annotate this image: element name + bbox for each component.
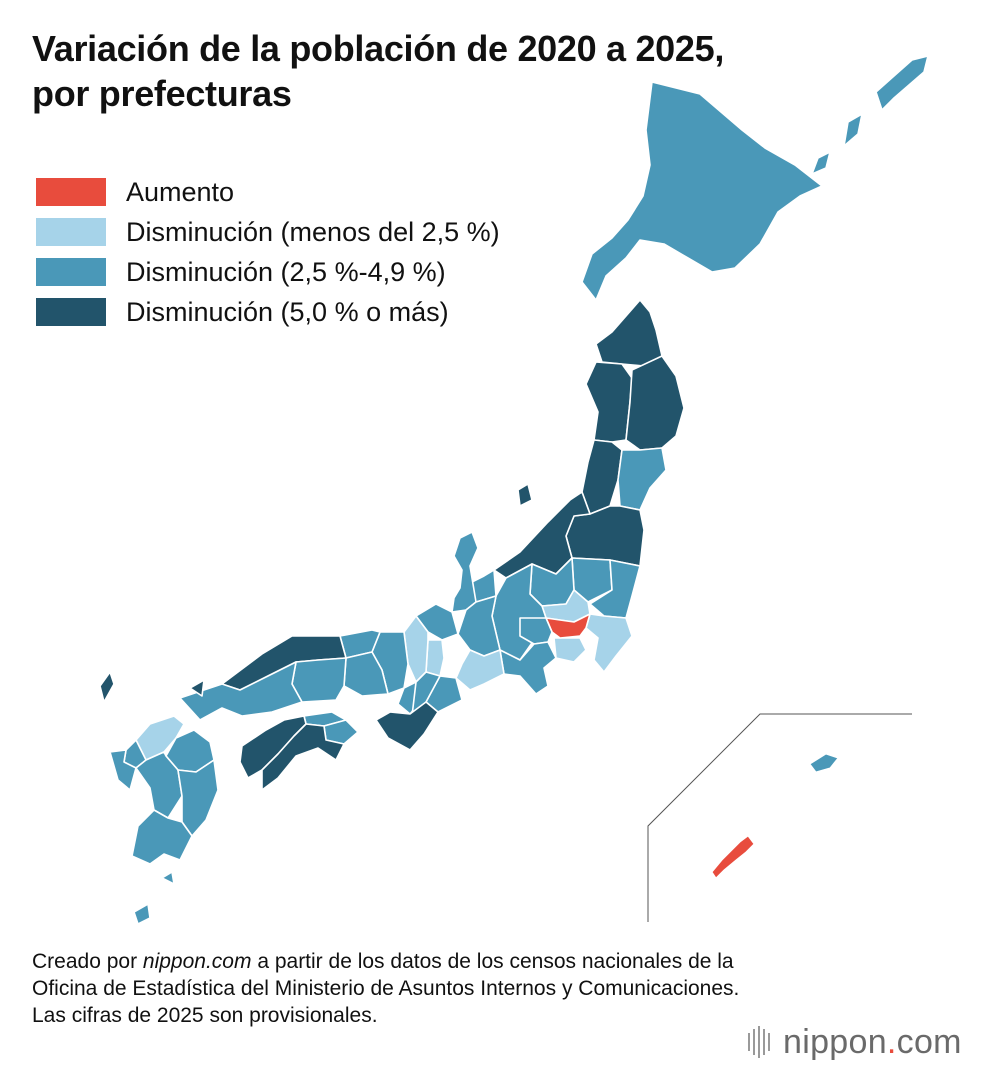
region-iwate	[625, 355, 685, 451]
region-tsushima	[99, 671, 115, 703]
legend-item-decrease-light: Disminución (menos del 2,5 %)	[36, 212, 500, 252]
region-tokyo	[545, 613, 591, 639]
legend-item-increase: Aumento	[36, 172, 500, 212]
region-oki-islands	[189, 679, 205, 697]
region-sado-island	[517, 483, 533, 507]
region-wakayama	[375, 701, 439, 751]
region-chiba	[585, 613, 633, 673]
legend-label-decrease-light: Disminución (menos del 2,5 %)	[126, 216, 500, 247]
legend-swatch-decrease-light	[36, 218, 106, 246]
nippon-logo: nippon.com	[748, 1020, 962, 1064]
logo-wordmark: nippon.com	[783, 1023, 962, 1062]
source-rest: a partir de los datos de los censos naci…	[32, 950, 740, 1027]
region-akita	[585, 361, 633, 443]
region-amami-islands	[809, 753, 839, 773]
region-kanagawa	[553, 637, 587, 663]
legend-label-decrease-mid: Disminución (2,5 %-4,9 %)	[126, 256, 446, 287]
region-aomori	[595, 299, 663, 367]
region-hiroshima	[291, 657, 347, 703]
region-kuril-islands	[811, 55, 929, 175]
region-ishikawa	[451, 531, 479, 613]
map-legend: Aumento Disminución (menos del 2,5 %) Di…	[36, 172, 500, 332]
map-title-line-2: por prefecturas	[32, 73, 292, 114]
region-yamaguchi	[179, 661, 303, 721]
source-prefix: Creado por	[32, 950, 143, 973]
region-kyoto	[403, 615, 429, 683]
region-shiga	[425, 639, 445, 677]
region-aichi	[455, 649, 505, 691]
region-miyagi	[617, 447, 667, 511]
region-kagoshima	[131, 809, 193, 865]
map-title-line-1: Variación de la población de 2020 a 2025…	[32, 28, 725, 69]
legend-swatch-decrease-dark	[36, 298, 106, 326]
region-shizuoka	[499, 641, 557, 695]
logo-tld: com	[896, 1022, 962, 1061]
legend-swatch-decrease-mid	[36, 258, 106, 286]
logo-dot: .	[886, 1022, 897, 1061]
map-title: Variación de la población de 2020 a 2025…	[32, 26, 852, 116]
legend-item-decrease-dark: Disminución (5,0 % o más)	[36, 292, 500, 332]
logo-barcode-icon	[748, 1026, 773, 1058]
legend-swatch-increase	[36, 178, 106, 206]
okinawa-inset	[647, 713, 912, 922]
legend-label-decrease-dark: Disminución (5,0 % o más)	[126, 296, 449, 327]
region-yamagata	[581, 439, 623, 515]
source-note: Creado por nippon.com a partir de los da…	[32, 948, 772, 1029]
region-hokkaido	[581, 81, 823, 301]
logo-name: nippon	[783, 1022, 887, 1061]
legend-item-decrease-mid: Disminución (2,5 %-4,9 %)	[36, 252, 500, 292]
legend-label-increase: Aumento	[126, 176, 235, 207]
region-kochi	[261, 723, 345, 791]
inset-border	[647, 713, 912, 922]
region-southern-islands	[133, 871, 175, 925]
region-okinawa	[711, 835, 755, 879]
source-site: nippon.com	[142, 950, 252, 973]
